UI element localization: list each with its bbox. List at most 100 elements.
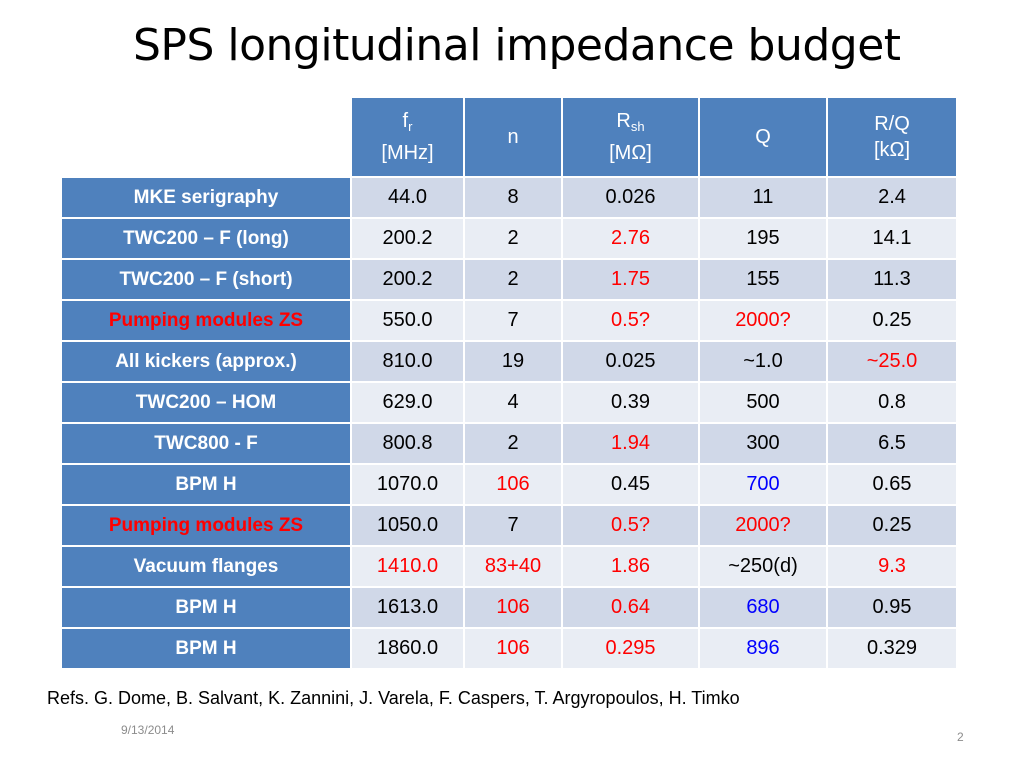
table-cell: 2000? bbox=[698, 504, 828, 547]
row-label: BPM H bbox=[60, 586, 352, 629]
table-cell: 7 bbox=[463, 299, 563, 342]
table-cell: 200.2 bbox=[350, 217, 465, 260]
table-row: TWC800 - F 800.8 2 1.94 300 6.5 bbox=[60, 422, 958, 465]
row-label: TWC200 – HOM bbox=[60, 381, 352, 424]
table-cell: 300 bbox=[698, 422, 828, 465]
table-cell: 0.026 bbox=[561, 176, 700, 219]
table-cell: 0.45 bbox=[561, 463, 700, 506]
table-cell: 1613.0 bbox=[350, 586, 465, 629]
table-cell: 4 bbox=[463, 381, 563, 424]
header-rsh: Rsh [MΩ] bbox=[561, 96, 700, 178]
row-label: Pumping modules ZS bbox=[60, 299, 352, 342]
table-cell: 800.8 bbox=[350, 422, 465, 465]
table-corner-cell bbox=[60, 96, 352, 178]
table-cell: 896 bbox=[698, 627, 828, 670]
table-cell: 1.86 bbox=[561, 545, 700, 588]
header-n: n bbox=[463, 96, 563, 178]
table-cell: 680 bbox=[698, 586, 828, 629]
table-row: TWC200 – F (long) 200.2 2 2.76 195 14.1 bbox=[60, 217, 958, 260]
table-cell: 44.0 bbox=[350, 176, 465, 219]
table-cell: 810.0 bbox=[350, 340, 465, 383]
table-row: TWC200 – HOM 629.0 4 0.39 500 0.8 bbox=[60, 381, 958, 424]
table-cell: 106 bbox=[463, 627, 563, 670]
table-row: BPM H 1613.0 106 0.64 680 0.95 bbox=[60, 586, 958, 629]
row-label: All kickers (approx.) bbox=[60, 340, 352, 383]
table-cell: 0.39 bbox=[561, 381, 700, 424]
table-cell: 0.95 bbox=[826, 586, 958, 629]
table-cell: 2.76 bbox=[561, 217, 700, 260]
table-cell: 0.25 bbox=[826, 504, 958, 547]
row-label: TWC200 – F (long) bbox=[60, 217, 352, 260]
table-cell: 14.1 bbox=[826, 217, 958, 260]
header-subscript: sh bbox=[630, 119, 645, 134]
table-cell: 1.94 bbox=[561, 422, 700, 465]
impedance-table: fr [MHz] n Rsh [MΩ] Q R/Q [kΩ] MKE serig… bbox=[60, 96, 958, 670]
row-label: Vacuum flanges bbox=[60, 545, 352, 588]
table-cell: 0.295 bbox=[561, 627, 700, 670]
table-cell: 11 bbox=[698, 176, 828, 219]
row-label: BPM H bbox=[60, 627, 352, 670]
header-label: n bbox=[507, 126, 519, 148]
table-cell: 1.75 bbox=[561, 258, 700, 301]
header-subscript: r bbox=[408, 119, 413, 134]
table-cell: 2.4 bbox=[826, 176, 958, 219]
table-cell: 700 bbox=[698, 463, 828, 506]
table-cell: ~25.0 bbox=[826, 340, 958, 383]
table-row: TWC200 – F (short) 200.2 2 1.75 155 11.3 bbox=[60, 258, 958, 301]
row-label: Pumping modules ZS bbox=[60, 504, 352, 547]
table-cell: 2 bbox=[463, 258, 563, 301]
table-cell: 195 bbox=[698, 217, 828, 260]
table-cell: 1050.0 bbox=[350, 504, 465, 547]
table-row: Pumping modules ZS 1050.0 7 0.5? 2000? 0.25 bbox=[60, 504, 958, 547]
table-cell: 8 bbox=[463, 176, 563, 219]
header-label: Q bbox=[755, 126, 771, 148]
table-cell: ~250(d) bbox=[698, 545, 828, 588]
header-label: R/Q bbox=[874, 113, 910, 135]
table-cell: 0.65 bbox=[826, 463, 958, 506]
header-r-over-q: R/Q [kΩ] bbox=[826, 96, 958, 178]
table-row: Pumping modules ZS 550.0 7 0.5? 2000? 0.25 bbox=[60, 299, 958, 342]
table-cell: ~1.0 bbox=[698, 340, 828, 383]
header-unit: [kΩ] bbox=[873, 139, 911, 161]
row-label: TWC200 – F (short) bbox=[60, 258, 352, 301]
header-label: f bbox=[402, 110, 409, 132]
table-cell: 106 bbox=[463, 463, 563, 506]
row-label: MKE serigraphy bbox=[60, 176, 352, 219]
table-cell: 550.0 bbox=[350, 299, 465, 342]
table-cell: 2 bbox=[463, 422, 563, 465]
table-cell: 106 bbox=[463, 586, 563, 629]
table-cell: 19 bbox=[463, 340, 563, 383]
header-unit: [MHz] bbox=[381, 142, 434, 164]
slide-title: SPS longitudinal impedance budget bbox=[133, 20, 901, 71]
table-header-row: fr [MHz] n Rsh [MΩ] Q R/Q [kΩ] bbox=[60, 96, 958, 178]
table-cell: 1410.0 bbox=[350, 545, 465, 588]
table-cell: 0.025 bbox=[561, 340, 700, 383]
table-cell: 200.2 bbox=[350, 258, 465, 301]
row-label: TWC800 - F bbox=[60, 422, 352, 465]
slide-date: 9/13/2014 bbox=[121, 723, 175, 737]
table-row: All kickers (approx.) 810.0 19 0.025 ~1.0 ~25… bbox=[60, 340, 958, 383]
table-cell: 83+40 bbox=[463, 545, 563, 588]
table-row: Vacuum flanges 1410.0 83+40 1.86 ~250(d) 9.3 bbox=[60, 545, 958, 588]
table-cell: 2 bbox=[463, 217, 563, 260]
table-row: BPM H 1860.0 106 0.295 896 0.329 bbox=[60, 627, 958, 670]
header-fr: fr [MHz] bbox=[350, 96, 465, 178]
table-cell: 0.64 bbox=[561, 586, 700, 629]
page-number: 2 bbox=[957, 730, 964, 744]
header-unit: [MΩ] bbox=[609, 142, 652, 164]
references-text: Refs. G. Dome, B. Salvant, K. Zannini, J… bbox=[47, 688, 740, 708]
table-cell: 7 bbox=[463, 504, 563, 547]
table-cell: 11.3 bbox=[826, 258, 958, 301]
table-row: BPM H 1070.0 106 0.45 700 0.65 bbox=[60, 463, 958, 506]
table-cell: 1070.0 bbox=[350, 463, 465, 506]
table-cell: 0.8 bbox=[826, 381, 958, 424]
table-cell: 0.5? bbox=[561, 504, 700, 547]
table-body: MKE serigraphy 44.0 8 0.026 11 2.4 TWC200 – F … bbox=[60, 176, 958, 670]
table-cell: 0.25 bbox=[826, 299, 958, 342]
table-cell: 9.3 bbox=[826, 545, 958, 588]
row-label: BPM H bbox=[60, 463, 352, 506]
table-cell: 155 bbox=[698, 258, 828, 301]
table-cell: 2000? bbox=[698, 299, 828, 342]
header-q: Q bbox=[698, 96, 828, 178]
table-cell: 0.5? bbox=[561, 299, 700, 342]
